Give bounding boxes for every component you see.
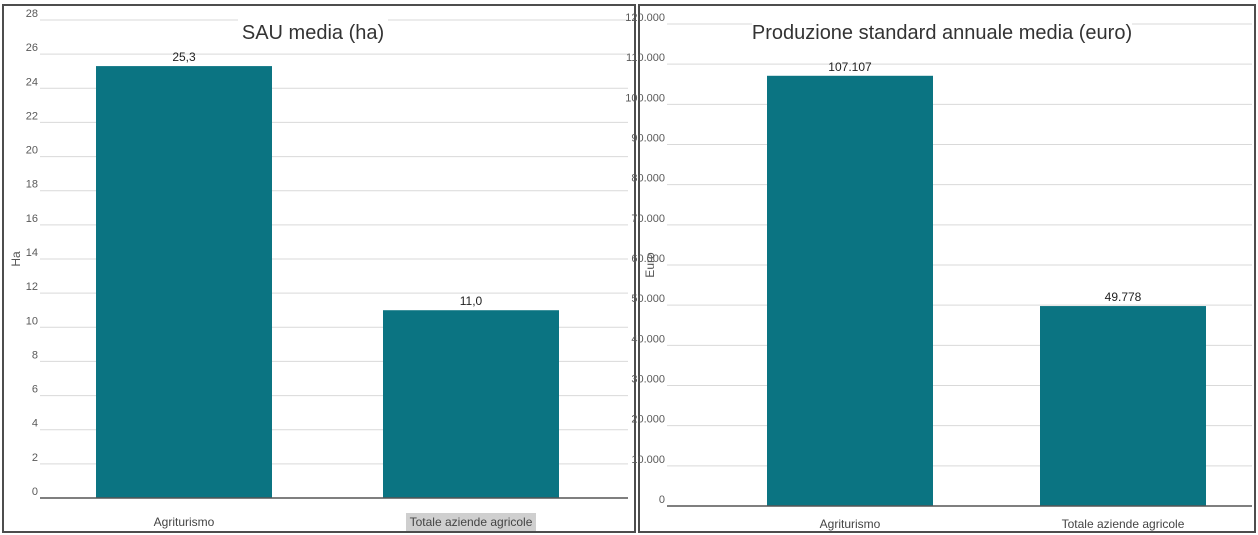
y-tick-label: 16 bbox=[26, 213, 38, 225]
y-tick-labels: 0 10.000 20.000 30.000 40.000 50.000 60.000 70.… bbox=[625, 12, 665, 506]
y-tick-label: 4 bbox=[32, 418, 38, 430]
y-tick-label: 60.000 bbox=[631, 253, 665, 265]
bar bbox=[96, 66, 272, 498]
y-tick-label: 120.000 bbox=[625, 12, 665, 24]
data-labels: 25,3 11,0 bbox=[172, 50, 482, 308]
data-labels: 107.107 49.778 bbox=[828, 60, 1141, 304]
chart-panel-produzione: 0 10.000 20.000 30.000 40.000 50.000 60.000 70.… bbox=[625, 4, 1256, 533]
y-tick-label: 14 bbox=[26, 247, 38, 259]
y-tick-label: 50.000 bbox=[631, 293, 665, 305]
category-label: Agriturismo bbox=[820, 517, 881, 531]
category-label: Totale aziende agricole bbox=[410, 515, 533, 529]
y-axis-label: Ha bbox=[9, 251, 23, 267]
bars bbox=[767, 75, 1206, 507]
gridlines bbox=[667, 23, 1252, 467]
chart-panel-sau: 0 2 4 6 8 10 12 14 16 18 20 22 24 26 28 25,3 11,0 Agrit… bbox=[2, 4, 636, 533]
data-label: 49.778 bbox=[1105, 290, 1142, 304]
chart-title: Produzione standard annuale media (euro) bbox=[752, 22, 1132, 44]
category-labels: Agriturismo Totale aziende agricole bbox=[820, 517, 1185, 531]
data-label: 25,3 bbox=[172, 50, 196, 64]
y-tick-label: 8 bbox=[32, 349, 38, 361]
y-tick-label: 110.000 bbox=[626, 52, 665, 64]
category-label-highlight bbox=[406, 513, 536, 531]
y-tick-label: 20.000 bbox=[631, 414, 665, 426]
bar bbox=[383, 310, 559, 498]
y-tick-label: 6 bbox=[32, 384, 38, 396]
y-tick-label: 0 bbox=[32, 486, 38, 498]
y-tick-label: 12 bbox=[26, 281, 38, 293]
bar bbox=[1040, 306, 1206, 506]
y-tick-label: 24 bbox=[26, 76, 38, 88]
y-tick-label: 2 bbox=[32, 452, 38, 464]
category-label: Agriturismo bbox=[154, 515, 215, 529]
category-label: Totale aziende agricole bbox=[1062, 517, 1185, 531]
data-label: 107.107 bbox=[828, 60, 872, 74]
y-tick-label: 70.000 bbox=[631, 213, 665, 225]
y-tick-label: 30.000 bbox=[631, 374, 665, 386]
y-tick-label: 80.000 bbox=[631, 173, 665, 185]
y-tick-label: 18 bbox=[26, 179, 38, 191]
category-labels: Agriturismo Totale aziende agricole bbox=[154, 515, 533, 529]
bar bbox=[767, 75, 933, 507]
y-tick-label: 22 bbox=[26, 110, 38, 122]
title-background bbox=[238, 19, 388, 45]
y-tick-label: 90.000 bbox=[631, 133, 665, 145]
y-tick-label: 10 bbox=[26, 315, 38, 327]
y-tick-label: 10.000 bbox=[631, 454, 665, 466]
y-tick-label: 100.000 bbox=[625, 92, 665, 104]
y-tick-label: 40.000 bbox=[631, 333, 665, 345]
y-tick-label: 0 bbox=[659, 494, 665, 506]
title-background bbox=[752, 19, 1132, 45]
y-tick-label: 26 bbox=[26, 42, 38, 54]
y-tick-label: 20 bbox=[26, 145, 38, 157]
bars bbox=[96, 66, 559, 498]
produzione-bar-chart: 0 10.000 20.000 30.000 40.000 50.000 60.000 70.… bbox=[625, 12, 1252, 531]
y-tick-label: 28 bbox=[26, 8, 38, 20]
data-label: 11,0 bbox=[460, 294, 483, 308]
chart-title: SAU media (ha) bbox=[242, 22, 384, 44]
y-axis-label: Euro bbox=[643, 252, 657, 278]
